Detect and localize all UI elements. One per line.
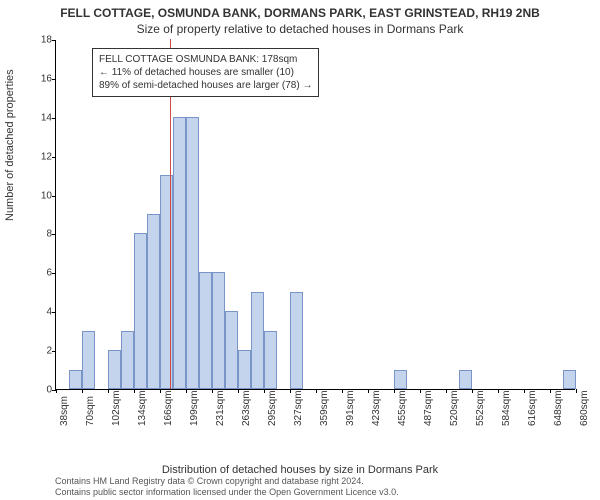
histogram-bar xyxy=(186,117,199,389)
y-tick-mark xyxy=(52,196,56,197)
x-tick-mark xyxy=(264,389,265,393)
x-tick-label: 231sqm xyxy=(215,390,226,426)
y-tick-mark xyxy=(52,118,56,119)
x-tick-mark xyxy=(160,389,161,393)
annotation-line3: 89% of semi-detached houses are larger (… xyxy=(99,79,312,92)
y-axis-label: Number of detached properties xyxy=(4,69,16,221)
x-axis-label: Distribution of detached houses by size … xyxy=(0,464,600,476)
x-tick-mark xyxy=(290,389,291,393)
histogram-bar xyxy=(82,331,95,389)
x-tick-mark xyxy=(238,389,239,393)
x-tick-label: 520sqm xyxy=(449,390,460,426)
x-tick-mark xyxy=(394,389,395,393)
histogram-bar xyxy=(108,350,121,389)
x-tick-label: 552sqm xyxy=(475,390,486,426)
x-tick-label: 455sqm xyxy=(397,390,408,426)
x-tick-label: 487sqm xyxy=(423,390,434,426)
y-tick-label: 2 xyxy=(28,346,52,357)
chart-title-main: FELL COTTAGE, OSMUNDA BANK, DORMANS PARK… xyxy=(0,6,600,20)
x-tick-label: 38sqm xyxy=(59,396,70,426)
plot-area: 02468101214161838sqm70sqm102sqm134sqm166… xyxy=(55,40,575,390)
x-tick-label: 584sqm xyxy=(501,390,512,426)
y-tick-mark xyxy=(52,351,56,352)
histogram-bar xyxy=(134,233,147,389)
y-tick-mark xyxy=(52,312,56,313)
x-tick-mark xyxy=(368,389,369,393)
y-tick-label: 0 xyxy=(28,385,52,396)
y-tick-mark xyxy=(52,273,56,274)
x-tick-mark xyxy=(524,389,525,393)
y-tick-label: 18 xyxy=(28,35,52,46)
x-tick-label: 359sqm xyxy=(319,390,330,426)
x-tick-label: 391sqm xyxy=(345,390,356,426)
x-tick-label: 166sqm xyxy=(163,390,174,426)
histogram-bar xyxy=(394,370,407,389)
x-tick-mark xyxy=(108,389,109,393)
histogram-bar xyxy=(459,370,472,389)
x-tick-mark xyxy=(498,389,499,393)
histogram-bar xyxy=(290,292,303,389)
footer-attribution: Contains HM Land Registry data © Crown c… xyxy=(55,476,399,498)
histogram-bar xyxy=(173,117,186,389)
x-tick-label: 263sqm xyxy=(241,390,252,426)
x-tick-label: 102sqm xyxy=(111,390,122,426)
footer-line1: Contains HM Land Registry data © Crown c… xyxy=(55,476,399,487)
y-tick-label: 8 xyxy=(28,229,52,240)
y-tick-mark xyxy=(52,40,56,41)
x-tick-mark xyxy=(472,389,473,393)
x-tick-mark xyxy=(212,389,213,393)
x-tick-label: 648sqm xyxy=(553,390,564,426)
x-tick-label: 199sqm xyxy=(189,390,200,426)
x-tick-mark xyxy=(134,389,135,393)
chart-container: FELL COTTAGE, OSMUNDA BANK, DORMANS PARK… xyxy=(0,0,600,500)
x-tick-mark xyxy=(576,389,577,393)
y-tick-mark xyxy=(52,234,56,235)
histogram-bar xyxy=(212,272,225,389)
annotation-line1: FELL COTTAGE OSMUNDA BANK: 178sqm xyxy=(99,53,312,66)
y-tick-label: 6 xyxy=(28,268,52,279)
histogram-bar xyxy=(251,292,264,389)
x-tick-label: 134sqm xyxy=(137,390,148,426)
x-tick-label: 680sqm xyxy=(579,390,590,426)
x-tick-mark xyxy=(316,389,317,393)
histogram-bar xyxy=(225,311,238,389)
footer-line2: Contains public sector information licen… xyxy=(55,487,399,498)
annotation-box: FELL COTTAGE OSMUNDA BANK: 178sqm← 11% o… xyxy=(92,48,319,97)
x-tick-label: 295sqm xyxy=(267,390,278,426)
histogram-bar xyxy=(264,331,277,389)
y-tick-label: 12 xyxy=(28,151,52,162)
histogram-bar xyxy=(199,272,212,389)
y-tick-label: 10 xyxy=(28,190,52,201)
x-tick-label: 423sqm xyxy=(371,390,382,426)
histogram-bar xyxy=(69,370,82,389)
annotation-line2: ← 11% of detached houses are smaller (10… xyxy=(99,66,312,79)
x-tick-label: 327sqm xyxy=(293,390,304,426)
histogram-bar xyxy=(147,214,160,389)
y-tick-label: 16 xyxy=(28,73,52,84)
histogram-bar xyxy=(121,331,134,389)
y-tick-label: 4 xyxy=(28,307,52,318)
x-tick-mark xyxy=(420,389,421,393)
y-tick-mark xyxy=(52,79,56,80)
x-tick-label: 616sqm xyxy=(527,390,538,426)
chart-title-sub: Size of property relative to detached ho… xyxy=(0,22,600,36)
x-tick-mark xyxy=(56,389,57,393)
y-tick-label: 14 xyxy=(28,112,52,123)
x-tick-mark xyxy=(550,389,551,393)
x-tick-mark xyxy=(186,389,187,393)
x-tick-mark xyxy=(342,389,343,393)
x-tick-label: 70sqm xyxy=(85,396,96,426)
x-tick-mark xyxy=(82,389,83,393)
histogram-bar xyxy=(563,370,576,389)
x-tick-mark xyxy=(446,389,447,393)
y-tick-mark xyxy=(52,157,56,158)
histogram-bar xyxy=(238,350,251,389)
